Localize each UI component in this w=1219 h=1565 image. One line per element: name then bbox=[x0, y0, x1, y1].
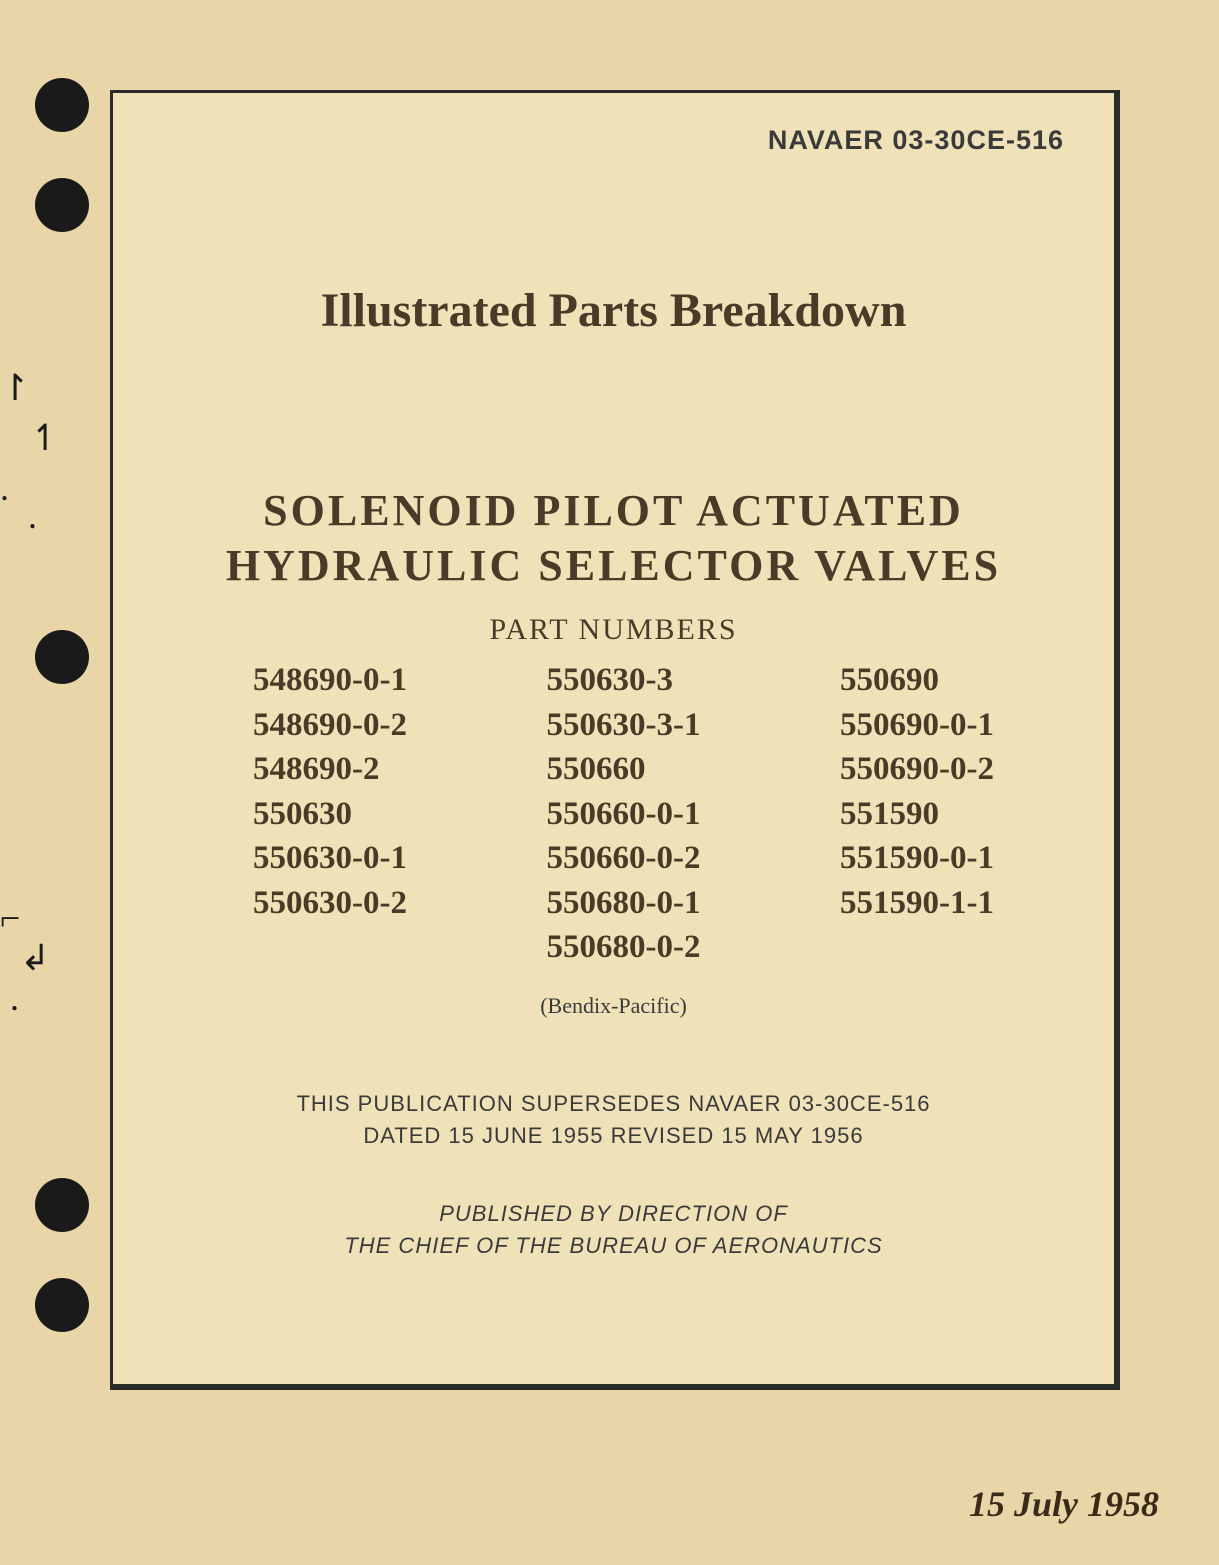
main-title: SOLENOID PILOT ACTUATED HYDRAULIC SELECT… bbox=[113, 483, 1114, 593]
supersedes-line1: THIS PUBLICATION SUPERSEDES NAVAER 03-30… bbox=[296, 1091, 930, 1116]
part-number: 551590-1-1 bbox=[840, 881, 994, 926]
document-id: NAVAER 03-30CE-516 bbox=[768, 125, 1064, 156]
published-line2: THE CHIEF OF THE BUREAU OF AERONAUTICS bbox=[344, 1233, 882, 1258]
part-number: 550660-0-1 bbox=[547, 792, 701, 837]
punch-hole bbox=[35, 1178, 89, 1232]
part-number: 550680-0-1 bbox=[547, 881, 701, 926]
punch-hole bbox=[35, 1278, 89, 1332]
part-number: 550660 bbox=[547, 747, 701, 792]
edge-mark: . bbox=[28, 498, 37, 534]
main-title-line1: SOLENOID PILOT ACTUATED bbox=[263, 486, 964, 535]
edge-mark: ↾ bbox=[0, 370, 30, 406]
edge-mark: ⌐ bbox=[0, 900, 20, 936]
supersedes-notice: THIS PUBLICATION SUPERSEDES NAVAER 03-30… bbox=[113, 1088, 1114, 1152]
part-number: 548690-0-2 bbox=[253, 703, 407, 748]
published-by: PUBLISHED BY DIRECTION OF THE CHIEF OF T… bbox=[113, 1198, 1114, 1262]
part-numbers-col2: 550630-3 550630-3-1 550660 550660-0-1 55… bbox=[547, 658, 701, 970]
edge-mark: ↿ bbox=[30, 420, 60, 456]
part-number: 550630-0-2 bbox=[253, 881, 407, 926]
published-line1: PUBLISHED BY DIRECTION OF bbox=[439, 1201, 788, 1226]
part-number: 551590 bbox=[840, 792, 994, 837]
edge-mark: . bbox=[0, 470, 9, 506]
part-number: 551590-0-1 bbox=[840, 836, 994, 881]
document-frame: NAVAER 03-30CE-516 Illustrated Parts Bre… bbox=[110, 90, 1120, 1390]
part-numbers-col1: 548690-0-1 548690-0-2 548690-2 550630 55… bbox=[253, 658, 407, 970]
part-number: 550660-0-2 bbox=[547, 836, 701, 881]
punch-hole bbox=[35, 78, 89, 132]
part-numbers-table: 548690-0-1 548690-0-2 548690-2 550630 55… bbox=[253, 658, 994, 970]
part-number: 550690-0-2 bbox=[840, 747, 994, 792]
part-number: 550630 bbox=[253, 792, 407, 837]
punch-hole bbox=[35, 630, 89, 684]
main-title-line2: HYDRAULIC SELECTOR VALVES bbox=[226, 541, 1001, 590]
part-numbers-heading: PART NUMBERS bbox=[113, 613, 1114, 647]
edge-mark: ↲ bbox=[20, 940, 50, 976]
publication-date: 15 July 1958 bbox=[969, 1483, 1159, 1525]
manufacturer: (Bendix-Pacific) bbox=[113, 993, 1114, 1019]
part-number: 550630-3 bbox=[547, 658, 701, 703]
part-number: 548690-0-1 bbox=[253, 658, 407, 703]
part-number: 548690-2 bbox=[253, 747, 407, 792]
part-number: 550690-0-1 bbox=[840, 703, 994, 748]
edge-mark: . bbox=[10, 980, 19, 1016]
supersedes-line2: DATED 15 JUNE 1955 REVISED 15 MAY 1956 bbox=[363, 1123, 863, 1148]
section-title: Illustrated Parts Breakdown bbox=[113, 283, 1114, 338]
punch-hole bbox=[35, 178, 89, 232]
part-number: 550690 bbox=[840, 658, 994, 703]
part-numbers-col3: 550690 550690-0-1 550690-0-2 551590 5515… bbox=[840, 658, 994, 970]
part-number: 550680-0-2 bbox=[547, 925, 701, 970]
part-number: 550630-0-1 bbox=[253, 836, 407, 881]
part-number: 550630-3-1 bbox=[547, 703, 701, 748]
